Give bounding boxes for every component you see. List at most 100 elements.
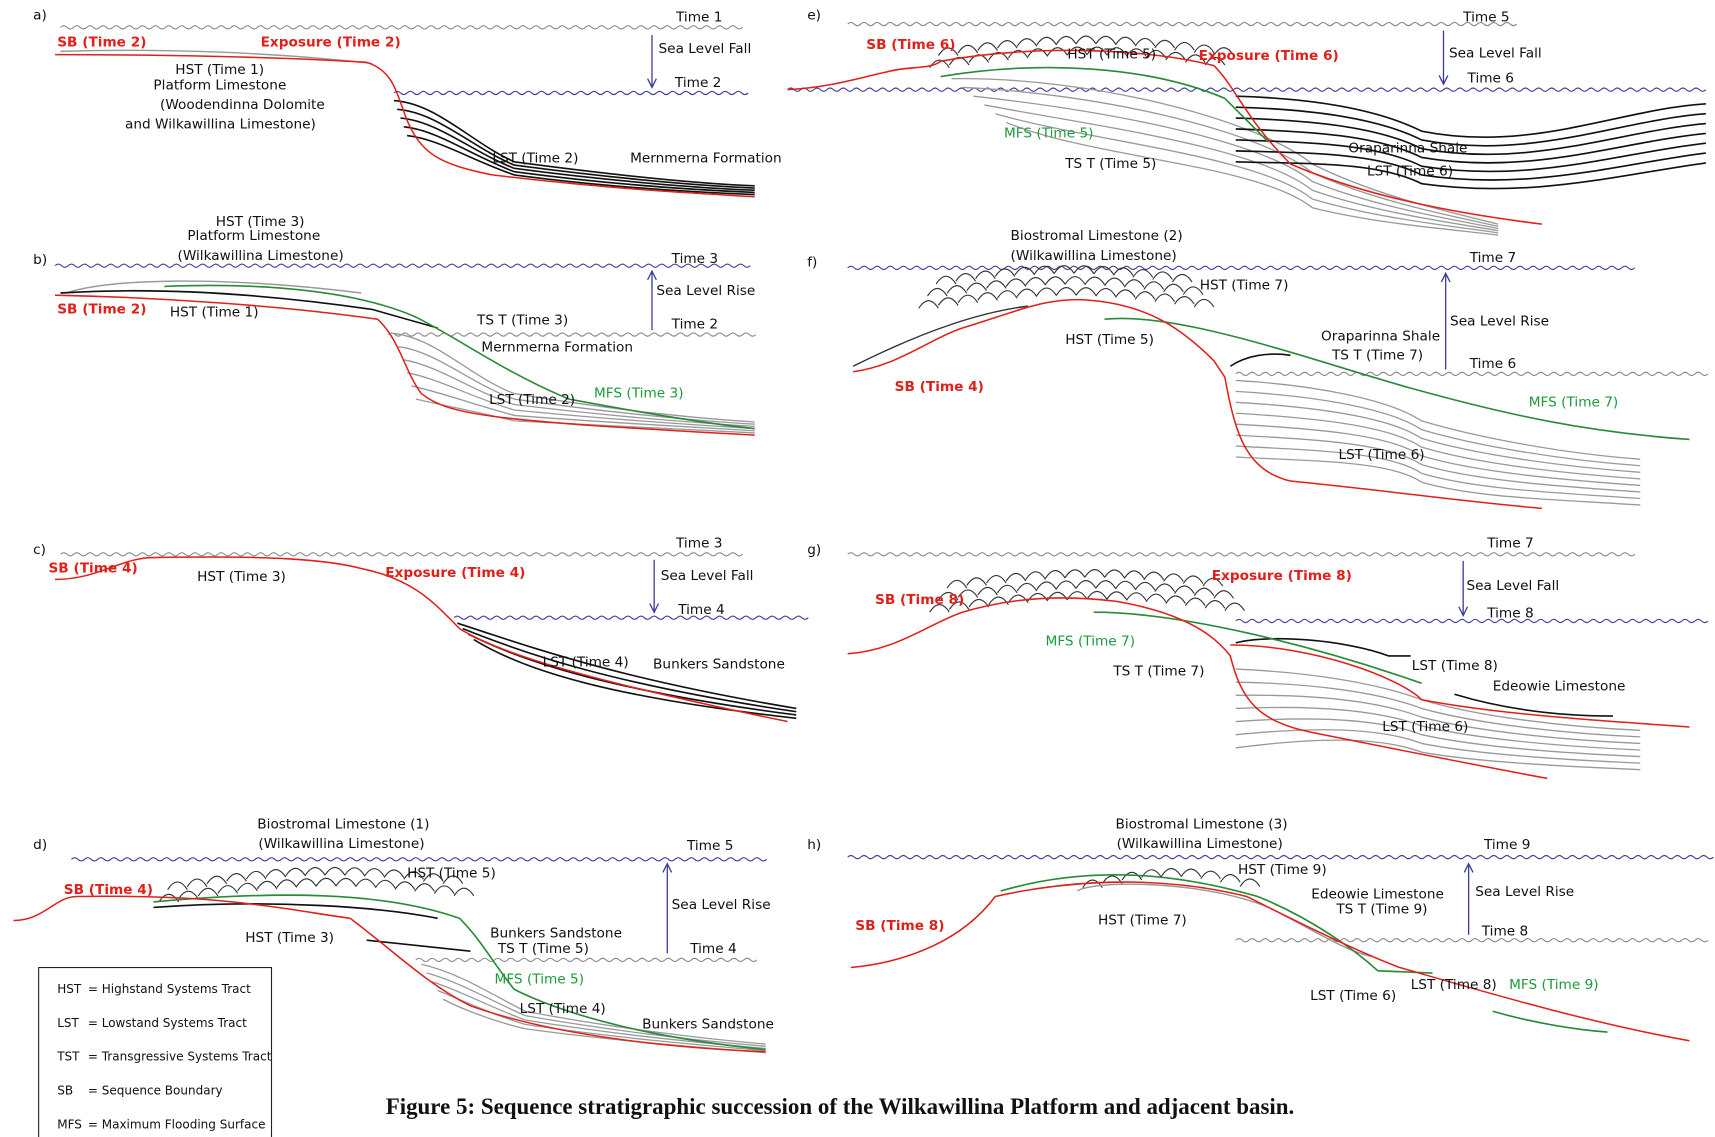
annotation: Time 8 [1481, 923, 1528, 939]
clinoform [1236, 151, 1706, 180]
annotation: LST (Time 6) [1367, 164, 1453, 180]
annotation: Time 4 [677, 602, 724, 618]
annotation: HST (Time 5) [1065, 332, 1154, 348]
clinoform [1236, 435, 1641, 492]
annotation: HST (Time 3) [197, 569, 286, 585]
panel-letter: h) [807, 837, 821, 853]
annotation: SB (Time 8) [875, 592, 964, 608]
annotation: SB (Time 4) [64, 882, 153, 898]
annotation: LST (Time 2) [492, 151, 578, 167]
annotation: Biostromal Limestone (3) [1116, 816, 1288, 832]
annotation: Sea Level Rise [656, 283, 755, 299]
annotation: SB (Time 6) [866, 37, 955, 53]
annotation: (Woodendinna Dolomite [160, 97, 325, 113]
sea-level [848, 855, 1714, 858]
annotation: LST (Time 8) [1411, 977, 1497, 993]
annotation: LST (Time 4) [520, 1001, 606, 1017]
annotation: Biostromal Limestone (1) [257, 816, 429, 832]
annotation: Sea Level Fall [661, 568, 754, 584]
panel-letter: d) [33, 837, 47, 853]
annotation: Exposure (Time 4) [385, 565, 525, 581]
annotation: Mernmerna Formation [481, 340, 633, 356]
annotation: HST (Time 9) [1238, 862, 1327, 878]
sea-level [55, 264, 750, 267]
clinoform [1236, 380, 1641, 459]
annotation: LST (Time 4) [543, 655, 629, 671]
panel-letter: e) [807, 7, 821, 23]
panel-letter: c) [33, 542, 46, 558]
horizon [153, 904, 437, 919]
horizon [848, 598, 1548, 778]
annotation: TS T (Time 5) [497, 941, 589, 957]
sea-level [848, 553, 1635, 556]
annotation: Time 2 [671, 317, 718, 333]
annotation: Sea Level Rise [1450, 313, 1549, 329]
annotation: LST (Time 6) [1382, 719, 1468, 735]
sea-level [61, 553, 743, 556]
annotation: (Wilkawillina Limestone) [1117, 836, 1283, 852]
annotation: Time 6 [1467, 71, 1514, 87]
annotation: Sea Level Fall [1466, 578, 1559, 594]
annotation: MFS (Time 7) [1046, 634, 1136, 650]
annotation: Platform Limestone [153, 77, 286, 93]
annotation: Oraparinna Shale [1348, 141, 1467, 157]
annotation: TS T (Time 3) [476, 312, 568, 328]
panel-letter: g) [807, 542, 821, 558]
annotation: (Wilkawillina Limestone) [1011, 248, 1177, 264]
horizon [367, 940, 471, 951]
clinoform [1236, 740, 1641, 770]
annotation: Platform Limestone [187, 228, 320, 244]
annotation: HST (Time 3) [245, 930, 334, 946]
annotation: Oraparinna Shale [1321, 329, 1440, 345]
annotation: Time 5 [686, 838, 733, 854]
annotation: Sea Level Rise [1475, 884, 1574, 900]
sea-level [416, 958, 757, 961]
caption: Figure 5: Sequence stratigraphic success… [386, 1094, 1295, 1119]
annotation: TS T (Time 9) [1335, 902, 1427, 918]
horizon [1230, 354, 1290, 366]
figure: Figure 5: Sequence stratigraphic success… [0, 0, 1715, 1137]
annotation: Edeowie Limestone [1493, 679, 1626, 695]
sea-level [71, 858, 766, 861]
sea-level [1236, 939, 1708, 942]
annotation: Sea Level Rise [672, 897, 771, 913]
annotation: LST (Time 6) [1310, 988, 1396, 1004]
sea-level [1236, 619, 1708, 622]
clinoform [1236, 96, 1706, 137]
clinoform [1236, 107, 1706, 146]
mound [947, 570, 1223, 588]
panel-letter: a) [33, 7, 47, 23]
annotation: SB (Time 4) [48, 561, 137, 577]
annotation: Time 3 [671, 251, 718, 267]
clinoform [1236, 162, 1706, 189]
sea-level [848, 22, 1517, 25]
annotation: Bunkers Sandstone [490, 926, 622, 942]
legend-definition: = Transgressive Systems Tract [88, 1050, 272, 1064]
mound [919, 288, 1214, 309]
annotation: and Wilkawillina Limestone) [125, 117, 316, 133]
horizon [788, 50, 1542, 224]
annotation: Sea Level Fall [1449, 46, 1542, 62]
annotation: (Wilkawillina Limestone) [258, 836, 424, 852]
legend-definition: = Highstand Systems Tract [88, 982, 251, 996]
annotation: LST (Time 8) [1412, 658, 1498, 674]
annotation: HST (Time 5) [1067, 47, 1156, 63]
legend-abbr: SB [57, 1084, 73, 1098]
horizon [851, 882, 1690, 1041]
annotation: Time 6 [1469, 356, 1516, 372]
annotation: MFS (Time 5) [1004, 125, 1094, 141]
annotation: TS T (Time 7) [1112, 663, 1204, 679]
annotation: Bunkers Sandstone [642, 1016, 774, 1032]
annotation: Bunkers Sandstone [653, 657, 785, 673]
annotation: Time 7 [1469, 250, 1516, 266]
annotation: HST (Time 1) [175, 62, 264, 78]
annotation: (Wilkawillina Limestone) [177, 248, 343, 264]
annotation: TS T (Time 7) [1331, 347, 1423, 363]
annotation: MFS (Time 5) [495, 972, 585, 988]
sea-level [388, 333, 755, 336]
clinoform [1236, 446, 1641, 498]
annotation: HST (Time 1) [170, 305, 259, 321]
legend-abbr: LST [57, 1016, 79, 1030]
annotation: SB (Time 2) [57, 35, 146, 51]
annotation: Exposure (Time 6) [1199, 48, 1339, 64]
